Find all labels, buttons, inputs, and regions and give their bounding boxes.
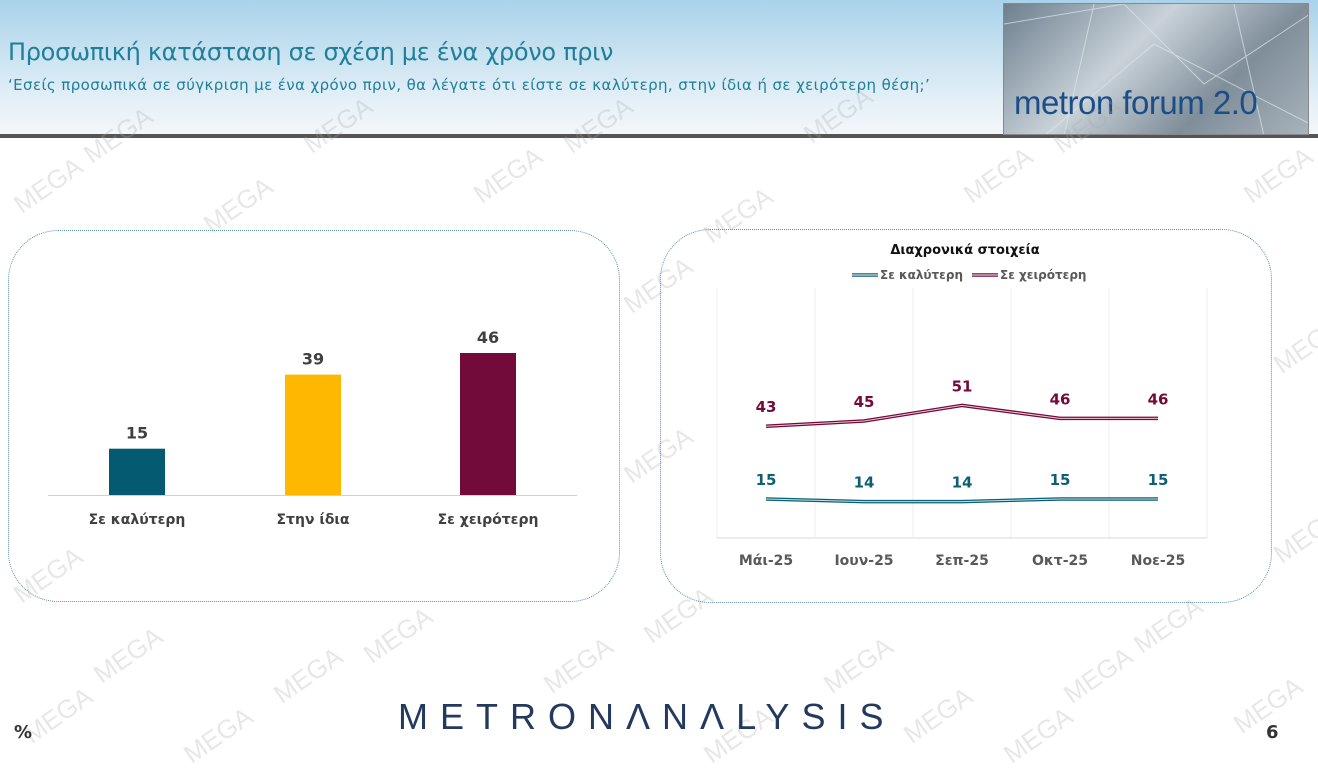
watermark: MEGA: [538, 630, 618, 700]
chart-title: Διαχρονικά στοιχεία: [890, 243, 1039, 258]
data-label: 15: [1050, 471, 1071, 489]
logo-text: metron forum 2.0: [1014, 84, 1258, 121]
metron-forum-logo: metron forum 2.0: [1003, 3, 1309, 135]
data-label: 43: [756, 398, 777, 416]
bar-2: [460, 353, 516, 495]
data-label: 15: [756, 471, 777, 489]
data-label: 15: [1148, 471, 1169, 489]
category-label: Οκτ-25: [1032, 553, 1088, 569]
bar-chart: 15 Σε καλύτερη 39 Στην ίδια 46 Σε χειρότερη: [48, 328, 577, 528]
bar-chart-panel: [8, 230, 620, 602]
metron-analysis-logo: METRONΛNΛLYSIS: [398, 696, 896, 737]
watermark: MEGA: [1058, 640, 1138, 710]
bar-value-label: 15: [126, 424, 148, 443]
category-label: Στην ίδια: [276, 512, 349, 528]
data-label: 51: [952, 377, 973, 395]
page-number: 6: [1266, 722, 1279, 743]
page-title: Προσωπική κατάσταση σε σχέση με ένα χρόν…: [8, 38, 614, 66]
series-line-inner-1: [765, 404, 1158, 427]
watermark: MEGA: [958, 140, 1038, 210]
legend-label: Σε καλύτερη: [880, 268, 963, 282]
line-chart-panel: [660, 229, 1272, 603]
data-label: 14: [854, 474, 875, 492]
category-label: Ιουν-25: [834, 553, 893, 569]
category-label: Μάι-25: [739, 553, 793, 569]
bar-0: [109, 448, 165, 495]
watermark: MEGA: [88, 620, 168, 690]
bar-value-label: 46: [477, 328, 499, 347]
watermark: MEGA: [8, 150, 88, 220]
data-label: 46: [1148, 390, 1169, 408]
watermark: MEGA: [178, 700, 258, 770]
watermark: MEGA: [998, 700, 1078, 770]
data-label: 45: [854, 393, 875, 411]
watermark: MEGA: [818, 630, 898, 700]
series-line-inner-0: [765, 498, 1158, 503]
legend-label: Σε χειρότερη: [1000, 268, 1086, 282]
category-label: Σε χειρότερη: [438, 512, 539, 528]
header: Προσωπική κατάσταση σε σχέση με ένα χρόν…: [0, 0, 1318, 138]
unit-label: %: [14, 722, 33, 743]
watermark: MEGA: [358, 600, 438, 670]
watermark: MEGA: [1238, 140, 1318, 210]
data-label: 46: [1050, 390, 1071, 408]
category-label: Νοε-25: [1131, 553, 1185, 569]
watermark: MEGA: [898, 680, 978, 750]
bar-value-label: 39: [302, 350, 324, 369]
line-chart: Διαχρονικά στοιχεία Σε καλύτερη 15 14 14 15 15…: [716, 243, 1208, 569]
watermark: MEGA: [268, 640, 348, 710]
watermark: MEGA: [468, 140, 548, 210]
category-label: Σεπ-25: [935, 553, 989, 569]
page-subtitle: ‘Εσείς προσωπικά σε σύγκριση με ένα χρόν…: [8, 76, 931, 94]
category-label: Σε καλύτερη: [89, 512, 186, 528]
data-label: 14: [952, 474, 973, 492]
bar-1: [285, 374, 341, 495]
